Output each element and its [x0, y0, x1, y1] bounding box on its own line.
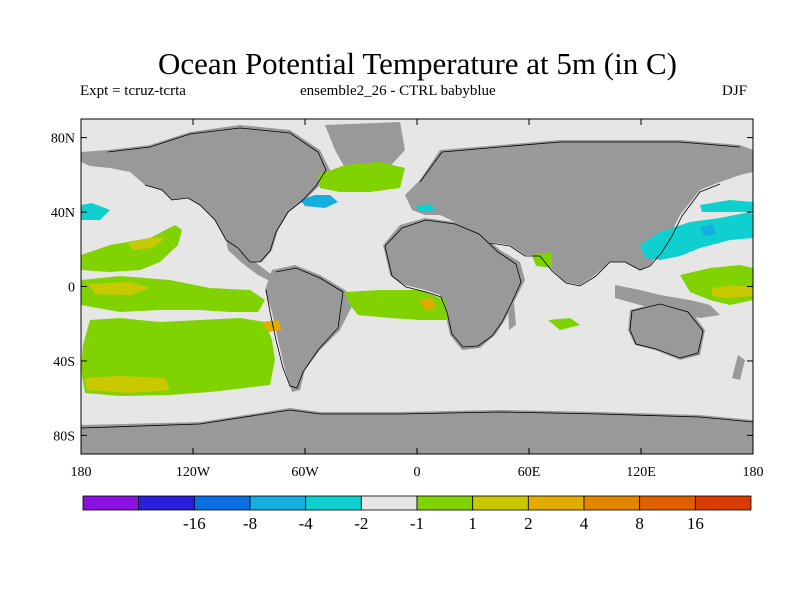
- shade-north-pacific-east-negative: [700, 200, 753, 212]
- colorbar-label: -4: [299, 514, 314, 533]
- colorbar: -16 -8 -4 -2 -1 1 2 4 8 16: [82, 495, 752, 533]
- shade-tropical-atlantic-positive: [345, 290, 448, 320]
- land-north-america: [81, 125, 330, 262]
- colorbar-swatch: [249, 495, 307, 511]
- colorbar-swatch: [639, 495, 696, 511]
- lat-tick-label: 40S: [53, 355, 75, 370]
- ensemble-label: ensemble2_26 - CTRL babyblue: [300, 83, 496, 99]
- shade-kuroshio-negative: [640, 212, 753, 260]
- coastline-north-america: [107, 127, 327, 263]
- lon-tick-label: 0: [414, 465, 421, 480]
- colorbar-swatch: [527, 495, 585, 511]
- shade-south-indian-positive: [548, 318, 580, 330]
- experiment-label: Expt = tcruz-tcrta: [80, 83, 186, 99]
- season-label: DJF: [722, 83, 748, 99]
- land-australia: [628, 302, 705, 360]
- colorbar-swatch: [360, 495, 418, 511]
- colorbar-swatch: [416, 495, 474, 511]
- coastline-south-america: [265, 267, 344, 389]
- colorbar-label: 8: [635, 514, 644, 533]
- shade-gulf-of-guinea-core: [420, 298, 436, 310]
- shade-gulf-stream-negative: [300, 195, 338, 208]
- colorbar-swatch: [472, 495, 529, 511]
- lon-tick-label: 180: [71, 465, 92, 480]
- colorbar-swatch: [193, 495, 251, 511]
- land-africa: [383, 218, 525, 350]
- latitude-axis: 80N 40N 0 40S 80S: [51, 132, 753, 444]
- coastlines: [80, 127, 754, 429]
- colorbar-label: -16: [183, 514, 206, 533]
- coastline-eurasia: [419, 141, 741, 287]
- land-madagascar: [508, 303, 516, 330]
- lat-tick-label: 80S: [53, 429, 75, 444]
- colorbar-label: 1: [468, 514, 477, 533]
- colorbar-swatch: [694, 495, 752, 511]
- lon-tick-label: 180: [743, 465, 764, 480]
- shade-western-pacific-core: [712, 285, 753, 298]
- shade-chile-coast-core: [262, 320, 282, 332]
- colorbar-label: -2: [354, 514, 368, 533]
- colorbar-swatch: [305, 495, 362, 511]
- lat-tick-label: 80N: [51, 132, 75, 147]
- land-new-zealand: [732, 355, 745, 380]
- lat-tick-label: 0: [68, 281, 75, 296]
- shade-west-pacific-dateline-negative: [81, 203, 110, 220]
- shade-south-pacific-core: [85, 376, 170, 393]
- land-south-america: [265, 265, 355, 392]
- difference-shading: [81, 162, 753, 396]
- colorbar-label: 16: [687, 514, 704, 533]
- figure-title: Ocean Potential Temperature at 5m (in C): [158, 46, 677, 81]
- coastline-africa: [384, 219, 522, 348]
- land-southeast-asia-islands: [615, 285, 720, 318]
- shade-north-pacific-positive-core: [128, 238, 165, 250]
- land-eurasia: [405, 140, 753, 285]
- colorbar-label: -8: [243, 514, 257, 533]
- shade-kuroshio-core: [700, 224, 716, 236]
- colorbar-swatch: [583, 495, 641, 511]
- land-central-america: [226, 240, 278, 282]
- colorbar-swatch: [138, 495, 195, 511]
- colorbar-label: -1: [410, 514, 424, 533]
- land-antarctica: [81, 408, 753, 454]
- colorbar-label: 2: [524, 514, 533, 533]
- shade-north-atlantic-positive: [318, 162, 405, 192]
- land-masses: [81, 122, 753, 454]
- lon-tick-label: 60W: [291, 465, 319, 480]
- colorbar-label: 4: [580, 514, 589, 533]
- coastline-australia: [629, 303, 704, 359]
- coastline-antarctica: [80, 409, 754, 429]
- colorbar-swatch: [82, 495, 140, 511]
- shade-equatorial-pacific-core: [88, 282, 150, 295]
- lon-tick-label: 120W: [176, 465, 211, 480]
- lon-tick-label: 60E: [518, 465, 541, 480]
- lat-tick-label: 40N: [51, 206, 75, 221]
- shade-mediterranean-negative: [415, 204, 436, 212]
- longitude-axis: 180 120W 60W 0 60E 120E 180: [71, 119, 764, 480]
- lon-tick-label: 120E: [626, 465, 656, 480]
